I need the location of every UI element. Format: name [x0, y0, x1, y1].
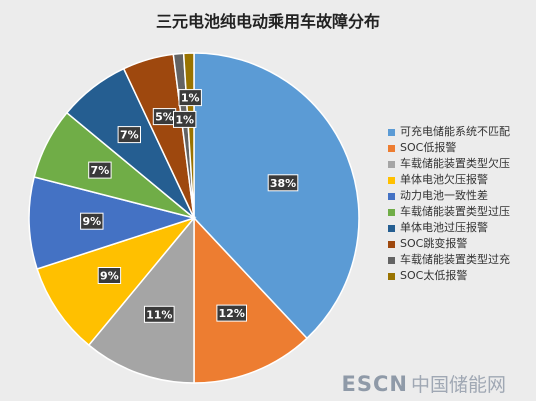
legend-item-3: 车载储能装置类型欠压 [388, 156, 510, 172]
pie-data-label-text: 1% [181, 92, 200, 105]
legend-label: 单体电池欠压报警 [400, 173, 488, 186]
legend-label: 车载储能装置类型过充 [400, 253, 510, 266]
pie-data-label-6: 7% [88, 161, 112, 179]
pie-data-label-box [178, 89, 202, 107]
pie-data-label-1: 38% [267, 174, 299, 192]
pie-slice-5 [28, 176, 197, 270]
pie-data-label-box [97, 267, 122, 284]
watermark-brand: ESCN [341, 372, 408, 396]
pie-data-label-3: 11% [144, 305, 175, 323]
legend-label: 可充电储能系统不匹配 [400, 125, 510, 138]
pie-slice-1 [193, 52, 360, 340]
legend-item-5: 动力电池一致性差 [388, 188, 510, 204]
legend-item-6: 车载储能装置类型过压 [388, 204, 510, 220]
legend-item-2: SOC低报警 [388, 140, 510, 156]
legend-item-7: 单体电池过压报警 [388, 220, 510, 236]
legend-item-1: 可充电储能系统不匹配 [388, 124, 510, 140]
legend-swatch [388, 160, 395, 168]
chart-legend: 可充电储能系统不匹配 SOC低报警车载储能装置类型欠压 单体电池欠压报警 动力电池一致… [388, 124, 510, 284]
pie-data-label-5: 9% [80, 212, 104, 230]
legend-label: 动力电池一致性差 [400, 189, 488, 202]
pie-data-label-box [144, 305, 175, 323]
pie-slice-3 [87, 215, 195, 384]
legend-label: 单体电池过压报警 [400, 221, 488, 234]
pie-data-label-9: 1% [173, 110, 197, 128]
pie-data-label-text: 9% [100, 270, 119, 283]
legend-label: SOC跳变报警 [400, 237, 468, 250]
legend-item-10: SOC太低报警 [388, 268, 510, 284]
pie-data-label-8: 5% [152, 108, 177, 126]
pie-data-label-4: 9% [97, 267, 122, 284]
pie-data-label-box [173, 110, 197, 128]
pie-data-label-text: 9% [82, 215, 101, 228]
pie-data-label-7: 7% [117, 126, 141, 144]
pie-data-label-2: 12% [216, 304, 247, 322]
pie-slices [28, 52, 360, 384]
pie-data-label-text: 11% [146, 308, 172, 321]
legend-swatch [388, 240, 395, 248]
legend-swatch [388, 192, 395, 200]
pie-data-label-text: 12% [219, 307, 245, 320]
legend-swatch [388, 128, 395, 136]
pie-data-label-box [80, 212, 104, 230]
pie-data-label-text: 5% [155, 111, 174, 124]
legend-swatch [388, 224, 395, 232]
legend-item-8: SOC跳变报警 [388, 236, 510, 252]
pie-data-label-box [267, 174, 299, 192]
pie-data-label-text: 38% [270, 177, 296, 190]
legend-label: 车载储能装置类型过压 [400, 205, 510, 218]
pie-data-label-text: 1% [175, 113, 194, 126]
legend-swatch [388, 176, 395, 184]
legend-label: SOC太低报警 [400, 269, 468, 282]
legend-label: 车载储能装置类型欠压 [400, 157, 510, 170]
legend-item-4: 单体电池欠压报警 [388, 172, 510, 188]
pie-data-label-10: 1% [178, 89, 202, 107]
legend-swatch [388, 208, 395, 216]
chart-title: 三元电池纯电动乘用车故障分布 [155, 12, 380, 31]
legend-swatch [388, 272, 395, 280]
watermark: ESCN 中国储能网 [342, 370, 506, 397]
legend-swatch [388, 144, 395, 152]
pie-data-label-box [216, 304, 247, 322]
pie-data-label-text: 7% [120, 129, 139, 142]
pie-data-label-box [117, 126, 141, 144]
legend-label: SOC低报警 [400, 141, 457, 154]
watermark-name: 中国储能网 [410, 374, 506, 396]
legend-item-9: 车载储能装置类型过充 [388, 252, 510, 268]
pie-data-labels: 38%12%11%9%9%7%7%5% 1%1% [80, 89, 299, 323]
pie-data-label-text: 7% [91, 164, 110, 177]
legend-swatch [388, 256, 395, 264]
pie-slice-2 [193, 216, 309, 384]
pie-data-label-box [88, 161, 112, 179]
